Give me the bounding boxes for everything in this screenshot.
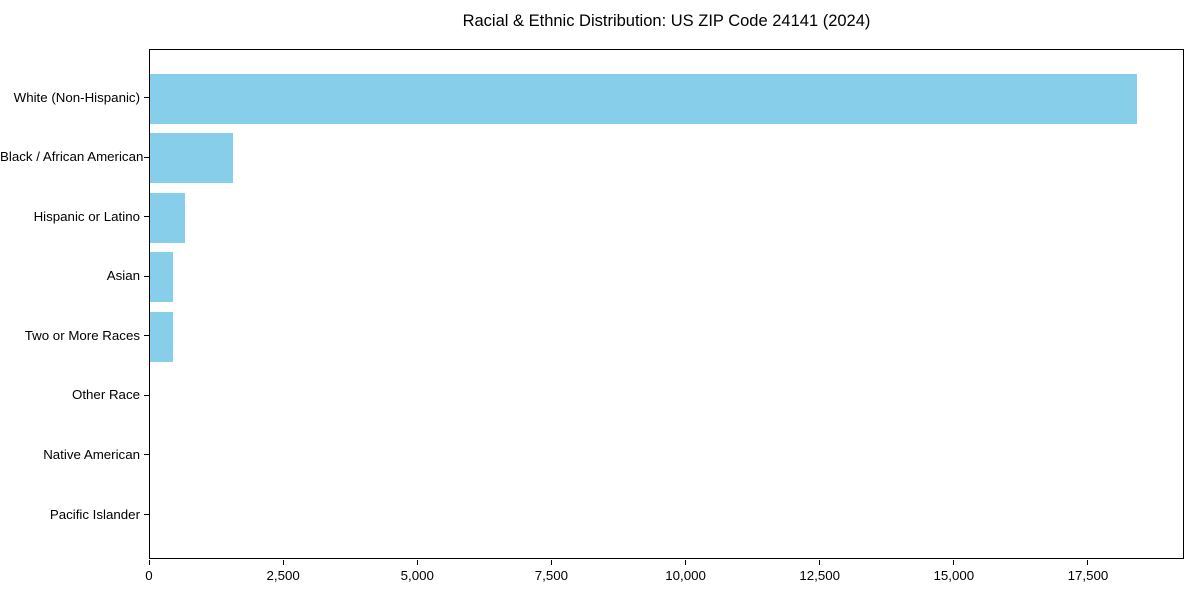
y-axis-label: Pacific Islander <box>49 506 140 522</box>
x-axis-tick-label: 15,000 <box>933 568 975 583</box>
y-axis-label: White (Non-Hispanic) <box>13 89 140 105</box>
chart-title: Racial & Ethnic Distribution: US ZIP Cod… <box>462 12 871 30</box>
y-axis-label: Native American <box>43 446 140 462</box>
y-axis-label: Black / African American <box>0 149 144 165</box>
x-tick-mark <box>685 560 687 565</box>
x-axis-tick-label: 10,000 <box>665 568 706 583</box>
y-axis-label: Asian <box>106 268 140 284</box>
x-tick-mark <box>148 560 150 565</box>
x-tick-mark <box>819 560 821 565</box>
x-tick-mark <box>416 560 418 565</box>
y-tick-mark <box>144 156 149 158</box>
plot-area <box>149 49 1184 559</box>
y-axis-label: Hispanic or Latino <box>33 208 140 224</box>
x-axis-tick-label: 17,500 <box>1067 568 1109 583</box>
x-tick-mark <box>1087 560 1089 565</box>
bar <box>150 133 234 184</box>
bar <box>150 252 173 303</box>
bar <box>150 73 1138 124</box>
x-axis-tick-label: 7,500 <box>534 568 569 583</box>
y-axis-label: Other Race <box>72 387 140 403</box>
y-tick-mark <box>144 97 149 98</box>
bar <box>150 311 173 362</box>
x-axis-tick-label: 0 <box>145 568 153 583</box>
x-tick-mark <box>953 560 955 565</box>
y-tick-mark <box>144 275 149 277</box>
y-axis-label: Two or More Races <box>24 327 140 343</box>
y-tick-mark <box>144 335 149 337</box>
y-tick-mark <box>144 394 149 396</box>
x-tick-mark <box>550 560 552 565</box>
bar <box>150 192 186 243</box>
y-tick-mark <box>144 454 149 456</box>
x-axis-tick-label: 12,500 <box>799 568 840 583</box>
x-axis-tick-label: 5,000 <box>400 568 434 583</box>
x-axis-tick-label: 2,500 <box>266 568 300 583</box>
y-tick-mark <box>144 514 149 515</box>
x-tick-mark <box>282 560 284 565</box>
y-tick-mark <box>144 216 149 218</box>
